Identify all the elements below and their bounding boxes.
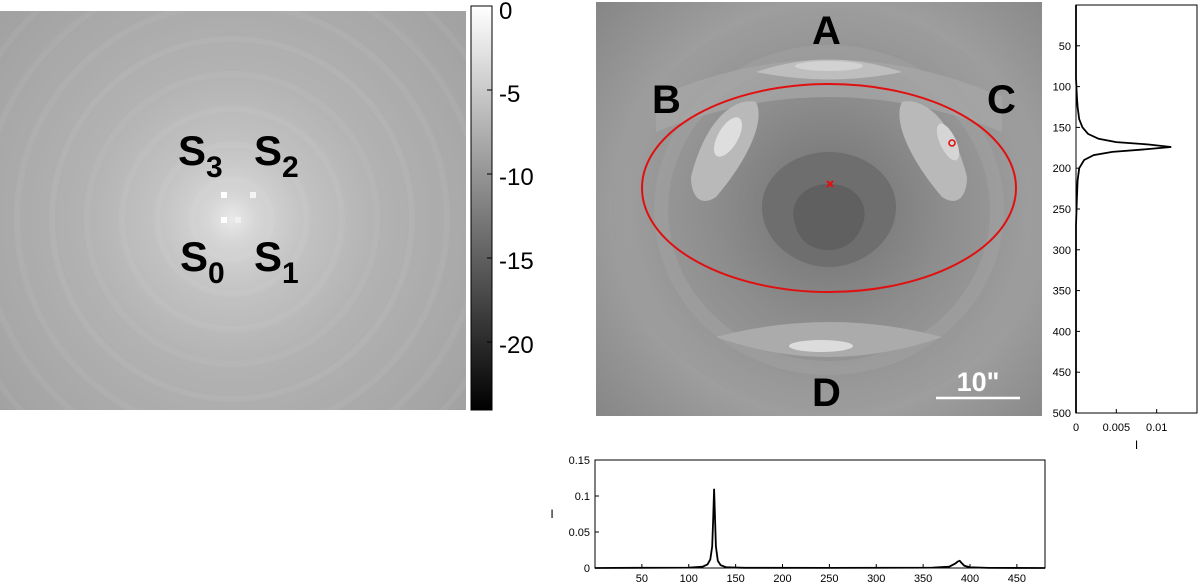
y-tick-label: 400 <box>1053 326 1071 338</box>
x-tick-label: 350 <box>914 573 932 584</box>
profile-line <box>1075 5 1172 413</box>
x-tick-label: 150 <box>726 573 744 584</box>
y-tick-label: 300 <box>1053 245 1071 257</box>
x-tick-label: 50 <box>636 573 648 584</box>
source-position-marker <box>948 139 956 147</box>
x-tick-label: 300 <box>867 573 885 584</box>
contour-bands <box>612 8 1042 412</box>
y-tick-label: 350 <box>1053 286 1071 298</box>
profile-line <box>594 488 1046 569</box>
x-axis-label: I <box>1135 438 1138 452</box>
center-cross-marker <box>826 180 834 188</box>
source-label-s1: S1 <box>254 233 299 291</box>
x-tick-label: 200 <box>773 573 791 584</box>
source-label-s3: S3 <box>178 127 223 185</box>
horizontal-profile-chart: 0 0.05 0.1 0.15 50 100 150 200 250 300 350 400 450 I <box>550 455 1046 584</box>
x-tick-label: 100 <box>680 573 698 584</box>
x-tick-label: 0.005 <box>1103 422 1131 434</box>
colorbar-tick: -15 <box>499 248 534 275</box>
lensed-image-panel: 10" <box>596 2 1042 416</box>
x-tick-label: 0.01 <box>1146 422 1167 434</box>
y-tick-label: 0.1 <box>575 491 590 503</box>
y-tick-label: 150 <box>1053 122 1071 134</box>
image-b-peak <box>714 117 742 157</box>
y-tick-label: 0.15 <box>569 455 590 467</box>
x-tick-label: 0 <box>1073 422 1079 434</box>
log-intensity-map <box>0 11 466 410</box>
arc-c <box>899 101 967 201</box>
colorbar-tick: 0 <box>499 0 513 25</box>
colorbar-tick: -10 <box>499 164 534 191</box>
colorbar-tick: -5 <box>499 81 521 108</box>
critical-ellipse <box>641 83 1017 293</box>
image-label-d: D <box>812 371 841 415</box>
image-d-peak <box>789 340 853 352</box>
image-label-c: C <box>987 78 1016 122</box>
image-a-peak <box>795 61 863 71</box>
x-tick-label: 250 <box>820 573 838 584</box>
y-tick-label: 450 <box>1053 367 1071 379</box>
colorbar <box>470 5 493 411</box>
source-pixel-s2 <box>250 192 256 198</box>
y-tick-label: 250 <box>1053 204 1071 216</box>
source-pixel-s0 <box>221 217 227 223</box>
y-tick-label: 200 <box>1053 163 1071 175</box>
x-tick-label: 450 <box>1008 573 1026 584</box>
plot-frame <box>1075 4 1198 414</box>
y-tick-label: 0.05 <box>569 527 590 539</box>
inner-core-center <box>793 184 865 250</box>
image-c-peak <box>936 123 960 161</box>
source-label-s2: S2 <box>254 127 299 185</box>
y-tick-label: 500 <box>1053 408 1071 420</box>
source-label-s0: S0 <box>180 233 225 291</box>
image-label-b: B <box>652 78 681 122</box>
x-tick-label: 400 <box>961 573 979 584</box>
scale-bar-label: 10" <box>957 367 1000 397</box>
arc-bands <box>656 59 1002 357</box>
y-tick-label: 100 <box>1053 82 1071 94</box>
source-pixel-s1 <box>235 217 241 223</box>
image-label-a: A <box>812 9 841 53</box>
y-tick-label: 50 <box>1059 41 1071 53</box>
y-axis-label: I <box>550 507 553 521</box>
colorbar-tick: -20 <box>499 332 534 359</box>
y-tick-label: 0 <box>584 563 590 575</box>
source-pixel-s3 <box>221 192 227 198</box>
plot-frame <box>594 459 1046 569</box>
